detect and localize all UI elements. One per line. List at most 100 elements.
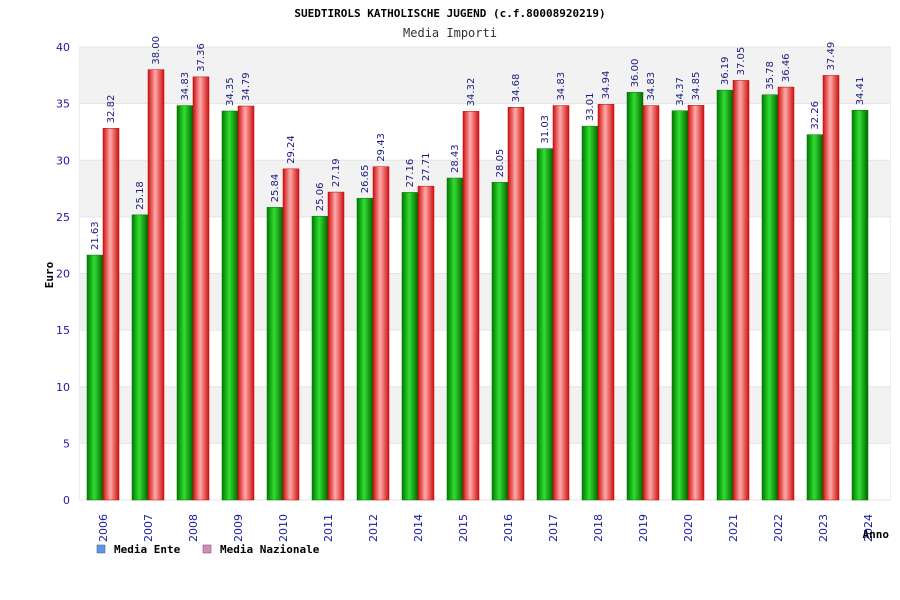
data-label: 31.03 [540,115,551,144]
data-label: 38.00 [151,36,162,65]
data-label: 32.26 [810,101,821,130]
x-tick-label: 2018 [592,514,605,542]
data-label: 25.06 [315,183,326,212]
x-axis-ticks: 2006 2007 2008 2009 2010 2011 2012 2014 2015 2016… [97,514,875,542]
data-label: 37.49 [826,42,837,71]
x-tick-label: 2021 [727,514,740,542]
data-label: 32.82 [106,95,117,124]
bar-media-nazionale-2014 [417,185,435,501]
x-tick-label: 2006 [97,514,110,542]
data-label: 37.05 [736,47,747,76]
data-label: 34.83 [646,72,657,101]
x-tick-label: 2024 [862,514,875,542]
x-tick-label: 2011 [322,514,335,542]
data-label: 25.18 [135,181,146,210]
data-label: 34.37 [675,77,686,106]
data-label: 27.19 [331,158,342,187]
data-label: 34.35 [225,77,236,106]
bar-media-ente-2012 [356,197,374,501]
x-tick-label: 2014 [412,514,425,542]
y-tick-label: 5 [63,437,70,450]
grid-band [80,160,890,217]
bar-media-nazionale-2017 [552,105,570,501]
bar-media-nazionale-2019 [642,105,660,501]
bar-media-nazionale-2015 [462,111,480,501]
legend-label-media-ente: Media Ente [114,543,181,556]
bar-media-nazionale-2022 [777,86,795,501]
grid-band [80,47,890,104]
bar-media-ente-2017 [536,148,554,501]
bar-media-ente-2011 [311,215,329,501]
x-tick-label: 2023 [817,514,830,542]
bars [86,69,869,501]
data-label: 25.84 [270,174,281,203]
data-label: 34.68 [511,74,522,103]
x-tick-label: 2022 [772,514,785,542]
chart-subtitle: Media Importi [403,26,497,40]
bar-media-ente-2008 [176,105,194,501]
bar-media-ente-2009 [221,110,239,501]
data-label: 34.32 [466,78,477,107]
bar-media-nazionale-2023 [822,75,840,501]
y-axis-title: Euro [43,261,56,288]
x-tick-label: 2008 [187,514,200,542]
data-label: 27.16 [405,159,416,188]
bar-media-nazionale-2021 [732,80,750,501]
bar-media-ente-2018 [581,125,599,501]
grid-band [80,216,890,274]
bar-media-nazionale-2008 [192,76,210,501]
data-label: 35.78 [765,61,776,90]
data-label: 28.05 [495,149,506,178]
grid-band [80,443,890,500]
x-tick-label: 2016 [502,514,515,542]
data-labels: 21.63 32.82 25.18 38.00 34.83 37.36 34.35 34.79… [90,36,866,250]
data-label: 28.43 [450,144,461,173]
grid-band [80,273,890,331]
bar-media-nazionale-2016 [507,106,525,501]
bar-media-nazionale-2011 [327,191,345,501]
data-label: 37.36 [196,43,207,72]
data-label: 34.79 [241,72,252,101]
grid-band [80,386,890,444]
bar-media-nazionale-2018 [597,104,615,501]
data-label: 34.85 [691,72,702,101]
bar-media-nazionale-2020 [687,105,705,501]
data-label: 29.24 [286,135,297,164]
data-label: 34.41 [855,77,866,106]
bar-media-ente-2007 [131,214,149,501]
grid-band [80,103,890,161]
y-tick-label: 35 [56,98,70,111]
legend-label-media-nazionale: Media Nazionale [220,543,320,556]
legend-swatch-media-nazionale [202,544,212,554]
grid-bands [80,46,890,501]
bar-media-ente-2020 [671,110,689,501]
data-label: 26.65 [360,165,371,194]
bar-media-ente-2022 [761,94,779,501]
bar-media-nazionale-2012 [372,166,390,501]
bar-media-ente-2021 [716,89,734,501]
x-tick-label: 2017 [547,514,560,542]
x-tick-label: 2009 [232,514,245,542]
x-tick-label: 2015 [457,514,470,542]
x-tick-label: 2020 [682,514,695,542]
data-label: 33.01 [585,93,596,122]
y-tick-label: 10 [56,381,70,394]
y-tick-label: 30 [56,154,70,167]
bar-media-ente-2024 [851,110,869,501]
x-tick-label: 2010 [277,514,290,542]
bar-media-ente-2014 [401,192,419,501]
legend: Media Ente Media Nazionale [96,543,320,556]
legend-swatch-media-ente [96,544,106,554]
data-label: 34.83 [180,72,191,101]
bar-media-nazionale-2007 [147,69,165,501]
y-tick-label: 20 [56,268,70,281]
bar-media-ente-2023 [806,134,824,501]
data-label: 29.43 [376,133,387,162]
data-label: 36.00 [630,59,641,88]
data-label: 34.83 [556,72,567,101]
x-tick-label: 2019 [637,514,650,542]
x-tick-label: 2007 [142,514,155,542]
data-label: 27.71 [421,153,432,182]
x-axis-title: Anno [863,528,890,541]
bar-media-nazionale-2010 [282,168,300,501]
